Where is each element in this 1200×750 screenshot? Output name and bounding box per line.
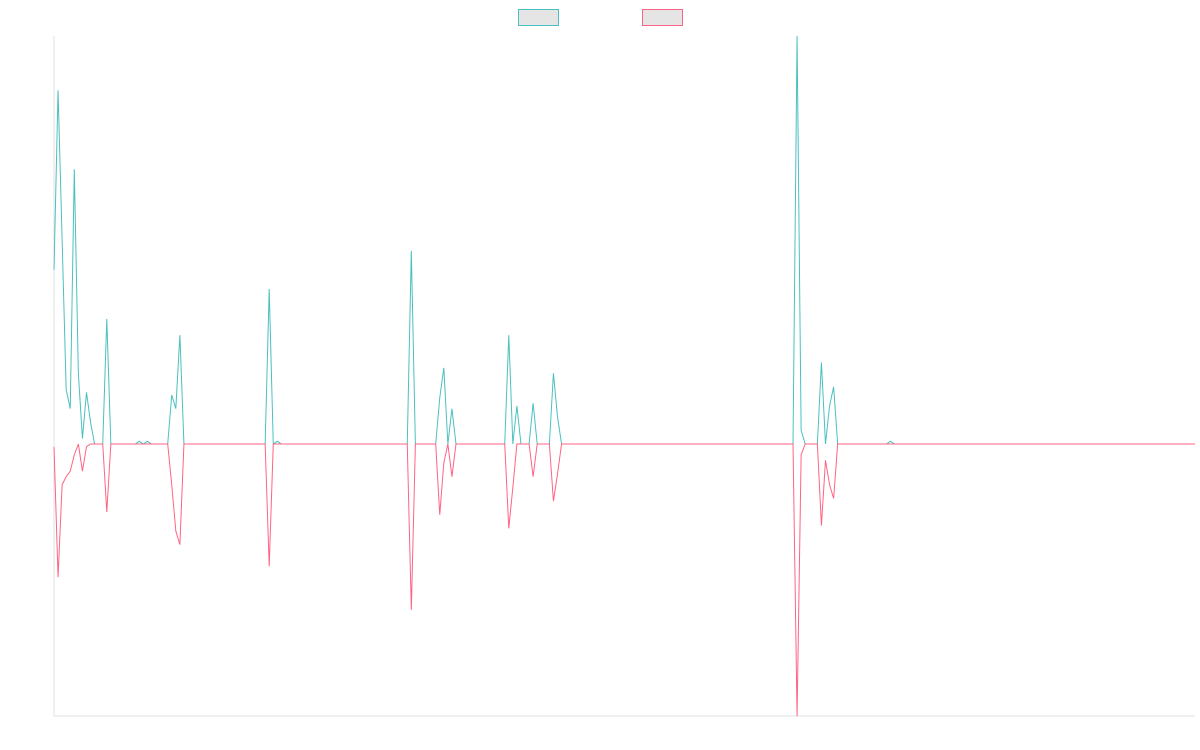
- axes: [53, 36, 1195, 717]
- series-line-2: [53, 443, 1195, 717]
- legend: [518, 9, 683, 26]
- series-line-1: [53, 35, 1195, 445]
- legend-swatch-1[interactable]: [518, 9, 559, 26]
- plot-area: [53, 35, 1195, 717]
- legend-swatch-2[interactable]: [642, 9, 683, 26]
